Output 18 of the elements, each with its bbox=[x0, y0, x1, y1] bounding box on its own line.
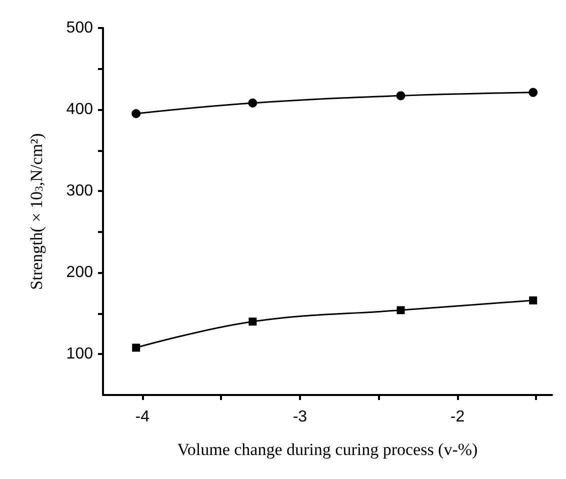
y-tick-label: 300 bbox=[66, 182, 94, 200]
y-tick-label: 100 bbox=[66, 346, 94, 363]
point bbox=[132, 109, 141, 118]
point bbox=[528, 88, 538, 97]
point bbox=[132, 344, 140, 352]
x-tick-label: -2 bbox=[450, 408, 465, 426]
y-tick-label: 500 bbox=[66, 20, 94, 36]
x-tick-label: -3 bbox=[292, 408, 308, 426]
point bbox=[529, 296, 538, 304]
point bbox=[248, 98, 258, 108]
x-tick-label: -4 bbox=[135, 408, 150, 426]
point bbox=[248, 318, 257, 326]
y-tick-label: 200 bbox=[66, 264, 94, 282]
y-axis-title: Strength( × 103,N/cm²) bbox=[27, 133, 46, 290]
point bbox=[396, 91, 406, 100]
y-tick-label: 400 bbox=[66, 101, 94, 118]
point bbox=[396, 306, 405, 314]
x-axis-title: Volume change during curing process (v-%) bbox=[177, 440, 478, 459]
